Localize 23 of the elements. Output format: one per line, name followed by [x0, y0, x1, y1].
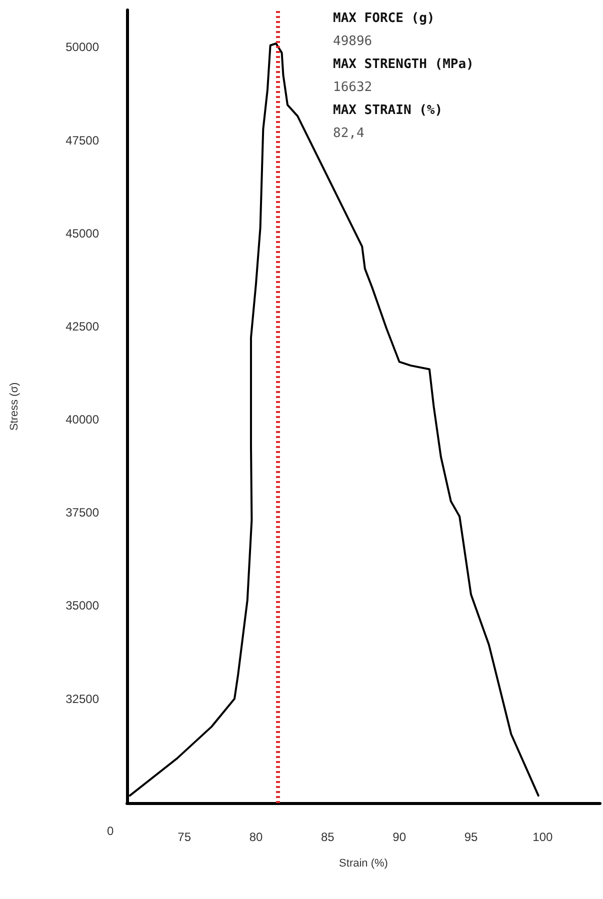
- annotation: 16632: [333, 80, 372, 95]
- y-tick-label: 42500: [66, 319, 100, 334]
- x-tick-label: 90: [392, 830, 406, 844]
- annotation: MAX STRAIN (%): [333, 103, 443, 118]
- y-tick-label: 32500: [66, 692, 100, 706]
- annotation: MAX STRENGTH (MPa): [333, 57, 474, 72]
- y-tick-label: 37500: [66, 506, 100, 520]
- x-axis-title: Strain (%): [339, 858, 388, 870]
- y-tick-label: 47500: [66, 133, 100, 148]
- annotation: 49896: [333, 34, 372, 49]
- y-tick-label: 45000: [66, 226, 100, 240]
- x-tick-label: 100: [532, 830, 553, 844]
- x-tick-label: 75: [178, 830, 192, 844]
- x-tick-label: 85: [320, 830, 335, 844]
- annotation: MAX FORCE (g): [333, 11, 435, 26]
- x-tick-label: 80: [249, 830, 263, 844]
- y-tick-label: 35000: [66, 598, 100, 613]
- y-axis-title: Stress (σ): [8, 382, 20, 431]
- text: 0: [107, 824, 114, 838]
- annotation: 82,4: [333, 126, 364, 141]
- y-tick-label: 40000: [66, 412, 100, 427]
- x-tick-label: 95: [464, 830, 478, 844]
- y-tick-label: 50000: [66, 40, 100, 54]
